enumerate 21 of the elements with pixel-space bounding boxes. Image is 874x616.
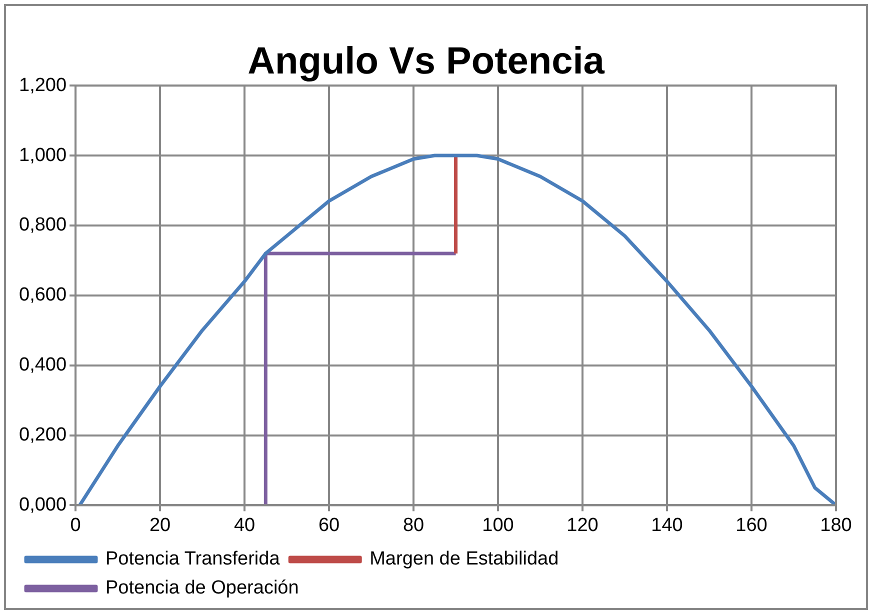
x-tick-label: 120	[566, 514, 598, 536]
chart-title: Angulo Vs Potencia	[248, 40, 606, 82]
y-tick-label: 1,200	[19, 74, 67, 96]
y-tick-label: 1,000	[19, 144, 67, 166]
x-tick-label: 180	[820, 514, 852, 536]
y-tick-label: 0,400	[19, 354, 67, 376]
y-tick-label: 0,200	[19, 424, 67, 446]
x-tick-label: 40	[234, 514, 256, 536]
y-tick-label: 0,600	[19, 284, 67, 306]
y-tick-label: 0,000	[19, 494, 67, 516]
x-tick-label: 0	[70, 514, 81, 536]
y-tick-label: 0,800	[19, 214, 67, 236]
x-tick-label: 60	[318, 514, 340, 536]
legend-label: Potencia Transferida	[106, 548, 280, 570]
x-tick-label: 100	[482, 514, 514, 536]
legend-label: Potencia de Operación	[106, 578, 299, 599]
x-tick-label: 20	[149, 514, 171, 536]
x-tick-label: 80	[402, 514, 424, 536]
legend-label: Margen de Estabilidad	[370, 548, 559, 570]
x-tick-label: 160	[736, 514, 768, 536]
x-tick-label: 140	[651, 514, 683, 536]
